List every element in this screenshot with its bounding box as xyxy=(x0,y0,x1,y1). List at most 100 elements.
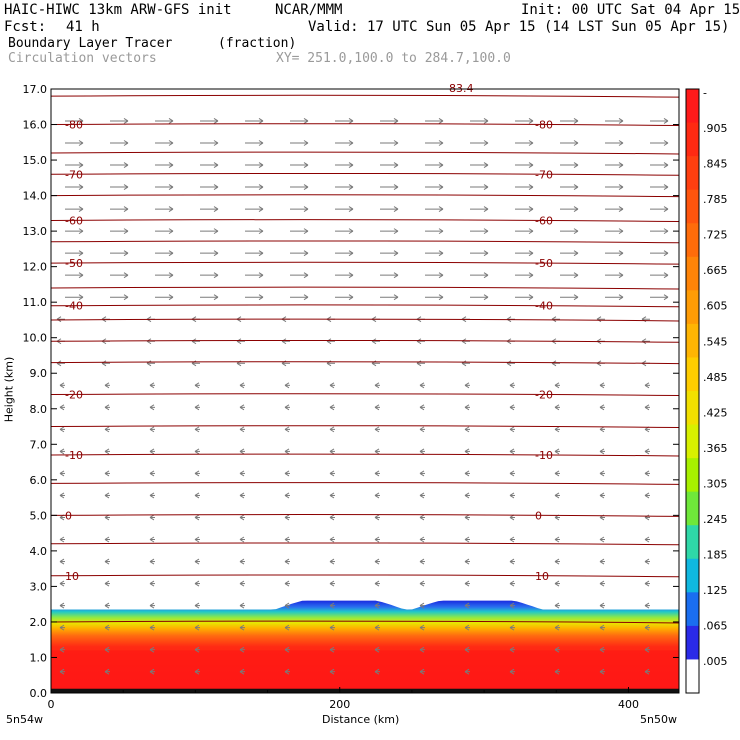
wind-vector-head xyxy=(284,426,290,433)
wind-vector-head xyxy=(464,602,470,609)
contour-label-left: 10 xyxy=(65,570,79,583)
contour-label-right: -10 xyxy=(535,449,553,462)
wind-vector-head xyxy=(644,624,650,631)
wind-vector-head xyxy=(59,536,65,543)
wind-vector-head xyxy=(168,184,174,190)
temperature-contour xyxy=(50,123,680,127)
temperature-contour xyxy=(50,151,680,155)
wind-vector-head xyxy=(644,448,650,455)
wind-vector-head xyxy=(329,668,335,675)
wind-vector-head xyxy=(509,382,515,389)
wind-vector-head xyxy=(194,514,200,521)
colorbar-swatch xyxy=(686,122,699,157)
wind-vector-head xyxy=(573,118,579,124)
circulation-vectors xyxy=(56,118,669,675)
wind-vector-head xyxy=(663,184,669,190)
wind-vector-head xyxy=(644,558,650,565)
wind-vector-head xyxy=(104,558,110,565)
wind-vector-head xyxy=(284,448,290,455)
temperature-contour xyxy=(50,318,680,322)
wind-vector-head xyxy=(149,448,155,455)
wind-vector-head xyxy=(149,668,155,675)
contour-label-left: 0 xyxy=(65,509,72,522)
wind-vector-head xyxy=(239,492,245,499)
wind-vector-head xyxy=(509,558,515,565)
wind-vector-head xyxy=(419,492,425,499)
x-tick-label: 0 xyxy=(48,698,55,711)
wind-vector-head xyxy=(123,294,129,301)
wind-vector-head xyxy=(168,206,174,213)
wind-vector-head xyxy=(239,404,245,411)
wind-vector-head xyxy=(483,272,489,279)
wind-vector-head xyxy=(464,646,470,653)
wind-vector-head xyxy=(303,140,309,146)
wind-vector-head xyxy=(104,404,110,411)
wind-vector-head xyxy=(348,228,354,235)
wind-vector-head xyxy=(483,250,489,257)
xy-range: XY= 251.0,100.0 to 284.7,100.0 xyxy=(276,51,511,66)
wind-vector-head xyxy=(509,646,515,653)
wind-vector-head xyxy=(663,228,669,235)
wind-vector-head xyxy=(194,602,200,609)
wind-vector-head xyxy=(59,492,65,499)
wind-vector-head xyxy=(239,646,245,653)
wind-vector-head xyxy=(599,448,605,455)
fcst-value: 41 h xyxy=(66,19,100,35)
wind-vector-head xyxy=(329,470,335,477)
wind-vector-head xyxy=(644,646,650,653)
wind-vector-head xyxy=(59,382,65,389)
wind-vector-head xyxy=(149,602,155,609)
wind-vector-head xyxy=(419,382,425,389)
wind-vector-head xyxy=(573,184,579,190)
wind-vector-head xyxy=(644,602,650,609)
wind-vector-head xyxy=(599,668,605,675)
wind-vector-head xyxy=(554,426,560,433)
wind-vector-head xyxy=(329,624,335,631)
wind-vector-head xyxy=(599,580,605,587)
wind-vector-head xyxy=(258,118,264,124)
y-tick-label: 2.0 xyxy=(30,616,48,629)
wind-vector-head xyxy=(618,162,624,168)
wind-vector-head xyxy=(618,294,624,301)
wind-vector-head xyxy=(149,624,155,631)
wind-vector-head xyxy=(303,250,309,257)
boundary-layer-core xyxy=(51,650,679,693)
contour-label-right: -20 xyxy=(535,389,553,402)
y-tick-label: 17.0 xyxy=(23,83,48,96)
wind-vector-head xyxy=(329,426,335,433)
colorbar-swatch xyxy=(686,458,699,493)
wind-vector-head xyxy=(663,272,669,279)
colorbar-label: .185 xyxy=(703,548,728,561)
init-time: Init: 00 UTC Sat 04 Apr 15 xyxy=(521,2,740,18)
wind-vector-head xyxy=(194,382,200,389)
temperature-contour xyxy=(50,542,680,546)
colorbar-label: .425 xyxy=(703,406,728,419)
y-tick-label: 4.0 xyxy=(30,545,48,558)
wind-vector-head xyxy=(194,558,200,565)
wind-vector-head xyxy=(59,426,65,433)
wind-vector-head xyxy=(393,184,399,190)
wind-vector-head xyxy=(573,250,579,257)
wind-vector-head xyxy=(464,580,470,587)
wind-vector-head xyxy=(104,448,110,455)
contour-label-right: -60 xyxy=(535,214,553,227)
wind-vector-head xyxy=(554,668,560,675)
wind-vector-head xyxy=(303,228,309,235)
wind-vector-head xyxy=(509,426,515,433)
colorbar-swatch xyxy=(686,256,699,291)
wind-vector-head xyxy=(239,668,245,675)
wind-vector-head xyxy=(59,404,65,411)
wind-vector-head xyxy=(554,470,560,477)
temperature-contour xyxy=(50,261,680,265)
wind-vector-head xyxy=(374,558,380,565)
wind-vector-head xyxy=(59,470,65,477)
colorbar-swatch xyxy=(686,659,699,694)
wind-vector-head xyxy=(194,668,200,675)
wind-vector-head xyxy=(194,646,200,653)
wind-vector-head xyxy=(213,294,219,301)
plot-frame xyxy=(50,88,680,694)
valid-time: Valid: 17 UTC Sun 05 Apr 15 (14 LST Sun … xyxy=(308,19,730,35)
colorbar-swatch xyxy=(686,558,699,593)
wind-vector-head xyxy=(78,162,84,168)
wind-vector-head xyxy=(258,250,264,257)
